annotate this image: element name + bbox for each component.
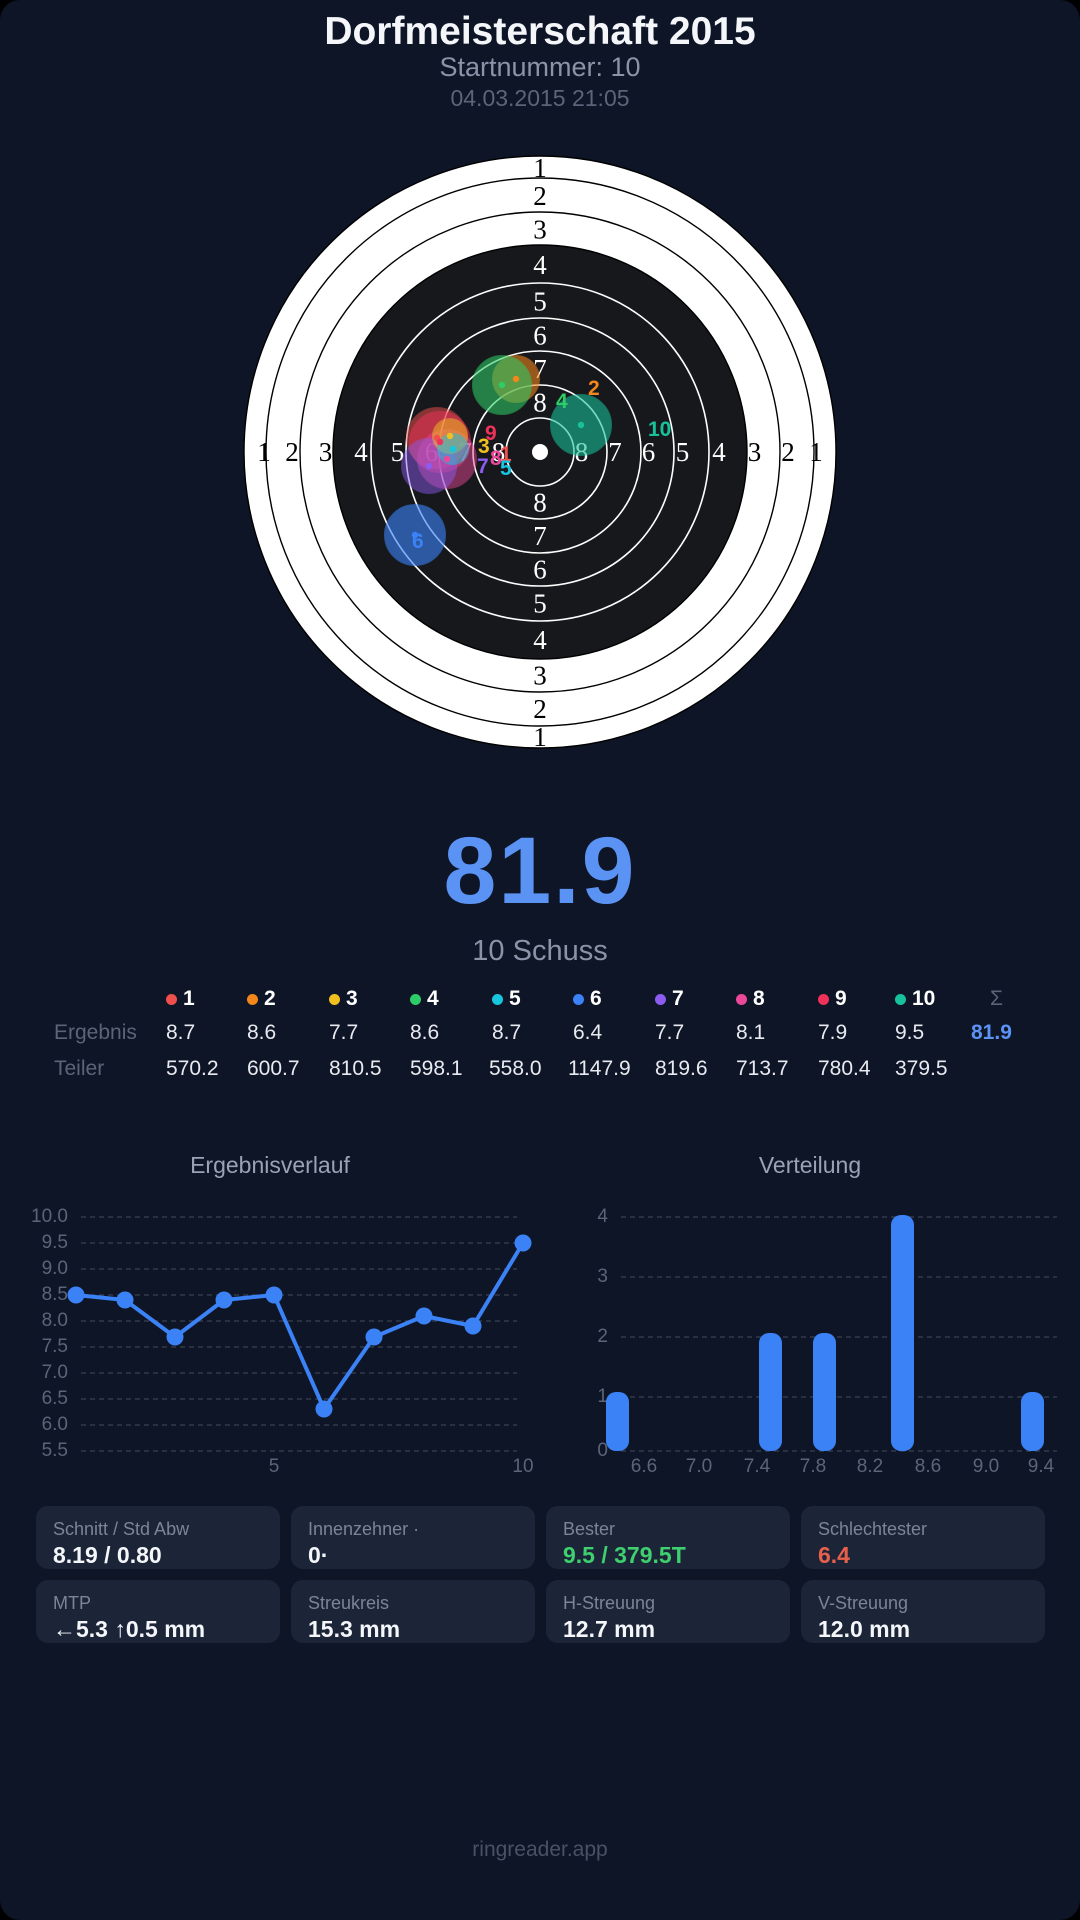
svg-text:8.0: 8.0 (42, 1310, 68, 1331)
svg-text:9.0: 9.0 (42, 1258, 68, 1279)
svg-text:1: 1 (533, 722, 547, 752)
svg-text:2: 2 (533, 694, 547, 724)
svg-text:7: 7 (608, 437, 622, 467)
svg-text:3: 3 (319, 437, 333, 467)
svg-text:2: 2 (533, 181, 547, 211)
svg-text:1: 1 (257, 437, 271, 467)
svg-text:4: 4 (597, 1206, 608, 1227)
svg-text:2: 2 (597, 1326, 608, 1347)
svg-text:10: 10 (512, 1456, 533, 1472)
svg-text:2: 2 (781, 437, 795, 467)
svg-text:8: 8 (533, 488, 547, 518)
svg-text:3: 3 (533, 215, 547, 245)
svg-text:3: 3 (533, 661, 547, 691)
svg-text:7: 7 (533, 521, 547, 551)
svg-text:6.5: 6.5 (42, 1388, 68, 1409)
svg-text:10: 10 (648, 418, 671, 441)
svg-text:5: 5 (269, 1456, 280, 1472)
svg-text:2: 2 (588, 377, 600, 400)
svg-text:1: 1 (809, 437, 823, 467)
svg-text:8.6: 8.6 (915, 1456, 941, 1472)
svg-text:8.2: 8.2 (857, 1456, 883, 1472)
svg-text:6: 6 (533, 321, 547, 351)
svg-text:6: 6 (642, 437, 656, 467)
svg-text:9.5: 9.5 (42, 1232, 68, 1253)
svg-text:2: 2 (285, 437, 299, 467)
svg-text:4: 4 (533, 250, 547, 280)
svg-text:7.8: 7.8 (800, 1456, 826, 1472)
svg-text:9.4: 9.4 (1028, 1456, 1055, 1472)
svg-text:7: 7 (477, 455, 489, 478)
svg-text:6: 6 (412, 530, 424, 553)
svg-text:10.0: 10.0 (31, 1206, 68, 1227)
svg-text:7.4: 7.4 (744, 1456, 771, 1472)
svg-text:7.0: 7.0 (686, 1456, 712, 1472)
svg-text:3: 3 (597, 1266, 608, 1287)
svg-text:5.5: 5.5 (42, 1440, 68, 1461)
svg-text:5: 5 (676, 437, 690, 467)
svg-text:5: 5 (533, 589, 547, 619)
svg-text:8.5: 8.5 (42, 1284, 68, 1305)
svg-text:9.0: 9.0 (973, 1456, 999, 1472)
svg-text:6.6: 6.6 (631, 1456, 657, 1472)
svg-text:4: 4 (712, 437, 726, 467)
svg-text:3: 3 (748, 437, 762, 467)
svg-text:4: 4 (556, 390, 568, 413)
svg-text:4: 4 (533, 625, 547, 655)
svg-text:5: 5 (533, 287, 547, 317)
svg-text:6.0: 6.0 (42, 1414, 68, 1435)
svg-text:5: 5 (500, 457, 512, 480)
svg-text:1: 1 (533, 153, 547, 183)
svg-text:7.0: 7.0 (42, 1362, 68, 1383)
svg-text:7.5: 7.5 (42, 1336, 68, 1357)
svg-text:6: 6 (533, 555, 547, 585)
svg-text:4: 4 (354, 437, 368, 467)
svg-text:3: 3 (478, 435, 490, 458)
